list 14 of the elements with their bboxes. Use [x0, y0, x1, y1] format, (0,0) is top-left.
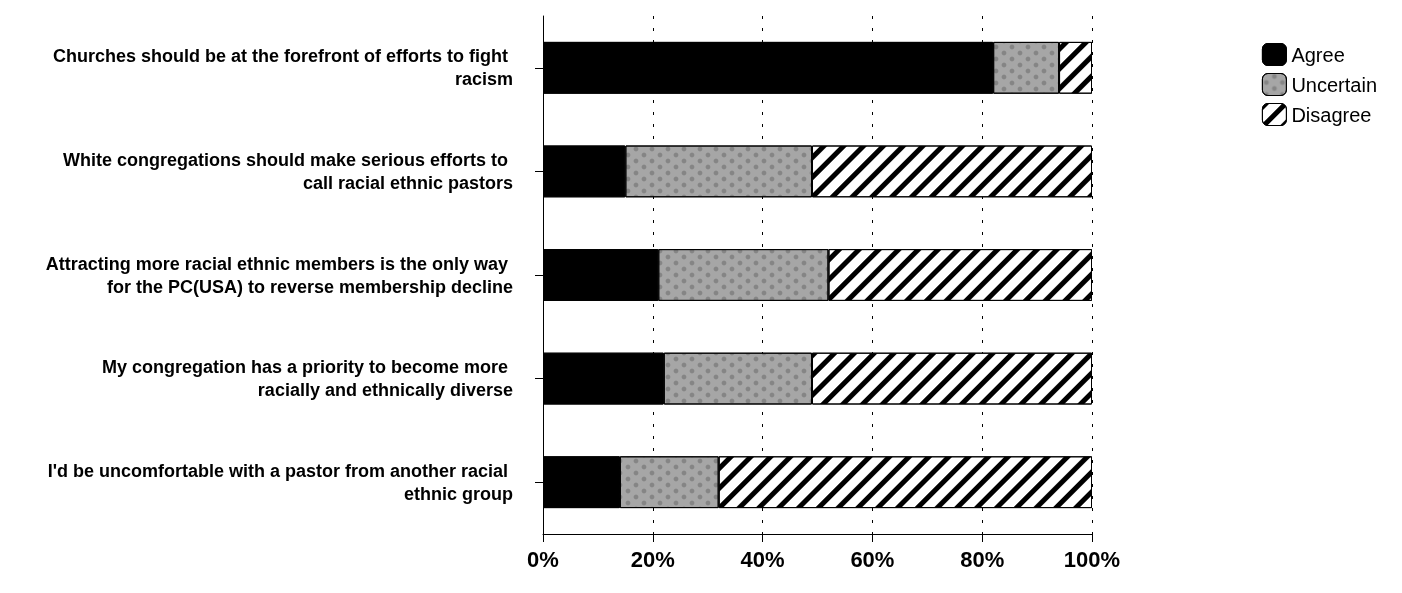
x-tick-label: 100% [1063, 546, 1121, 572]
legend-label: Disagree [1291, 103, 1372, 126]
legend-label: Uncertain [1291, 73, 1378, 96]
y-tick-label: I'd be uncomfortable with a pastor from another racial ethnic group [47, 460, 513, 504]
x-tick-label: 40% [740, 546, 785, 572]
legend-label: Agree [1291, 43, 1345, 66]
x-tick-label: 20% [630, 546, 675, 572]
y-tick-label: My congregation has a priority to become more racially and ethnically diverse [101, 357, 513, 401]
x-tick-label: 80% [960, 546, 1005, 572]
y-tick-label: Attracting more racial ethnic members is the only way for the PC(USA) to reverse membership decline [45, 253, 513, 297]
y-tick-label: White congregations should make serious efforts to call racial ethnic pastors [62, 149, 513, 193]
y-tick-label: Churches should be at the forefront of efforts to fight racism [53, 46, 513, 90]
x-tick-label: 60% [850, 546, 895, 572]
x-tick-label: 0% [527, 546, 559, 572]
